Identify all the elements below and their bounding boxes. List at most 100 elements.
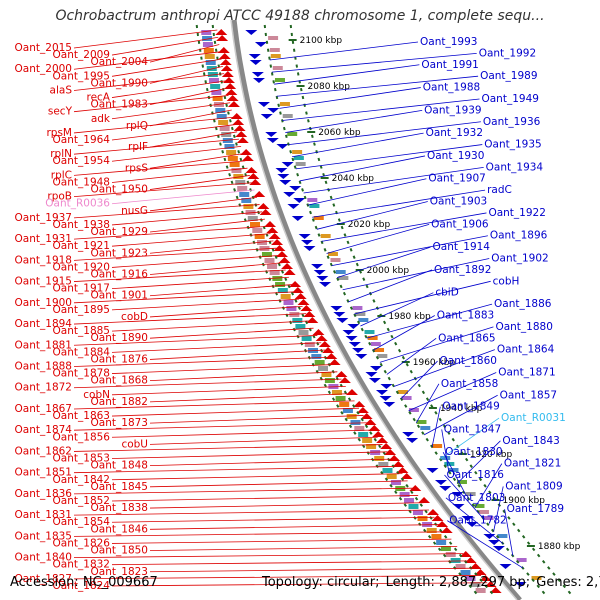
gene-label-right[interactable]: Oant_1849 xyxy=(442,401,499,413)
gene-label-left[interactable]: cobU xyxy=(121,438,148,450)
gene-label-left[interactable]: Oant_1862 xyxy=(15,445,72,457)
gene-label-right[interactable]: Oant_1816 xyxy=(447,469,505,481)
gene-label-right[interactable]: Oant_1922 xyxy=(488,207,545,219)
gene-label-left[interactable]: Oant_1836 xyxy=(15,488,73,500)
gene-label-left[interactable]: secY xyxy=(48,106,73,118)
gene-label-left[interactable]: Oant_1917 xyxy=(53,283,110,295)
gene-label-left[interactable]: Oant_1873 xyxy=(91,417,148,429)
gene-label-right[interactable]: Oant_R0031 xyxy=(501,412,566,424)
gene-label-right[interactable]: Oant_1936 xyxy=(483,116,541,128)
gene-label-left[interactable]: rplF xyxy=(128,141,148,153)
gene-label-left[interactable]: Oant_1846 xyxy=(91,523,149,535)
gene-label-left[interactable]: Oant_2009 xyxy=(53,49,110,61)
gene-label-left[interactable]: Oant_1845 xyxy=(91,481,148,493)
gene-label-left[interactable]: adk xyxy=(91,113,111,125)
gene-label-right[interactable]: Oant_1992 xyxy=(479,47,536,59)
gene-label-left[interactable]: Oant_1823 xyxy=(91,566,148,578)
gene-label-right[interactable]: Oant_1886 xyxy=(494,298,552,310)
gene-label-left[interactable]: Oant_1950 xyxy=(91,184,148,196)
gene-label-left[interactable]: cobD xyxy=(121,311,148,323)
gene-label-left[interactable]: Oant_1850 xyxy=(91,545,148,557)
gene-label-right[interactable]: Oant_1880 xyxy=(495,321,552,333)
gene-label-left[interactable]: Oant_1824 xyxy=(53,580,111,592)
gene-label-left[interactable]: Oant_1872 xyxy=(15,382,72,394)
gene-label-right[interactable]: Oant_1903 xyxy=(430,196,487,208)
gene-label-left[interactable]: rplN xyxy=(50,148,72,160)
gene-label-right[interactable]: cbiD xyxy=(435,287,458,299)
gene-label-left[interactable]: Oant_1884 xyxy=(53,346,111,358)
gene-label-right[interactable]: Oant_1821 xyxy=(504,458,561,470)
gene-label-left[interactable]: Oant_1831 xyxy=(15,509,72,521)
gene-label-left[interactable]: Oant_1888 xyxy=(15,361,72,373)
gene-label-left[interactable]: Oant_1856 xyxy=(53,431,111,443)
gene-label-left[interactable]: Oant_1995 xyxy=(53,70,110,82)
gene-label-right[interactable]: Oant_1803 xyxy=(448,492,505,504)
gene-label-right[interactable]: Oant_1989 xyxy=(480,70,537,82)
gene-label-left[interactable]: Oant_1948 xyxy=(53,176,110,188)
gene-label-left[interactable]: Oant_1890 xyxy=(91,332,148,344)
gene-label-left[interactable]: Oant_1921 xyxy=(53,240,110,252)
gene-label-left[interactable]: Oant_1964 xyxy=(53,134,111,146)
gene-label-left[interactable]: Oant_1851 xyxy=(15,467,72,479)
gene-label-left[interactable]: Oant_1894 xyxy=(15,318,73,330)
gene-label-right[interactable]: Oant_1935 xyxy=(484,139,541,151)
gene-label-left[interactable]: Oant_2000 xyxy=(15,63,72,75)
gene-label-right[interactable]: Oant_1857 xyxy=(500,389,557,401)
gene-label-left[interactable]: rpsM xyxy=(46,127,72,139)
gene-label-right[interactable]: Oant_1871 xyxy=(498,366,555,378)
gene-label-left[interactable]: Oant_1868 xyxy=(91,375,148,387)
gene-label-left[interactable]: Oant_1838 xyxy=(91,502,148,514)
gene-label-right[interactable]: Oant_1782 xyxy=(449,515,506,527)
gene-label-right[interactable]: Oant_1864 xyxy=(497,344,555,356)
gene-label-left[interactable]: Oant_1826 xyxy=(53,537,111,549)
gene-label-left[interactable]: Oant_1915 xyxy=(15,276,72,288)
gene-label-left[interactable]: cobN xyxy=(83,389,110,401)
gene-label-right[interactable]: Oant_1991 xyxy=(421,59,478,71)
gene-label-left[interactable]: Oant_2015 xyxy=(15,42,72,54)
gene-label-left[interactable]: rpsS xyxy=(125,162,148,174)
gene-label-right[interactable]: Oant_1865 xyxy=(438,332,495,344)
gene-label-left[interactable]: Oant_1854 xyxy=(53,516,111,528)
gene-label-left[interactable]: Oant_1863 xyxy=(53,410,110,422)
gene-label-left[interactable]: nusG xyxy=(121,205,148,217)
gene-label-right[interactable]: Oant_1896 xyxy=(490,230,548,242)
gene-label-left[interactable]: Oant_1835 xyxy=(15,530,72,542)
gene-label-right[interactable]: Oant_1949 xyxy=(481,93,538,105)
gene-label-left[interactable]: Oant_1852 xyxy=(53,495,110,507)
gene-label-left[interactable]: Oant_1990 xyxy=(91,77,148,89)
gene-label-left[interactable]: Oant_1931 xyxy=(15,233,72,245)
gene-label-left[interactable]: Oant_1874 xyxy=(15,424,73,436)
gene-label-left[interactable]: Oant_1842 xyxy=(53,474,110,486)
gene-label-left[interactable]: Oant_1918 xyxy=(15,254,72,266)
gene-label-left[interactable]: Oant_1876 xyxy=(91,353,149,365)
gene-label-left[interactable]: rpoB xyxy=(47,191,72,203)
gene-label-right[interactable]: Oant_1932 xyxy=(426,127,483,139)
gene-label-right[interactable]: Oant_1934 xyxy=(486,161,544,173)
gene-label-left[interactable]: Oant_1878 xyxy=(53,368,110,380)
gene-label-left[interactable]: Oant_1853 xyxy=(53,453,110,465)
gene-label-left[interactable]: Oant_1938 xyxy=(53,219,110,231)
gene-label-left[interactable]: Oant_1895 xyxy=(53,304,110,316)
gene-label-right[interactable]: Oant_1988 xyxy=(423,82,480,94)
gene-label-left[interactable]: Oant_1920 xyxy=(53,261,110,273)
gene-label-left[interactable]: Oant_1923 xyxy=(91,247,148,259)
gene-label-left[interactable]: Oant_1954 xyxy=(53,155,111,167)
gene-label-right[interactable]: Oant_1906 xyxy=(431,218,489,230)
gene-label-left[interactable]: Oant_R0036 xyxy=(45,198,110,210)
gene-label-left[interactable]: Oant_1885 xyxy=(53,325,110,337)
gene-label-right[interactable]: Oant_1847 xyxy=(444,423,501,435)
gene-label-left[interactable]: Oant_1840 xyxy=(15,552,72,564)
gene-label-left[interactable]: Oant_1867 xyxy=(15,403,72,415)
gene-label-right[interactable]: Oant_1914 xyxy=(433,241,491,253)
gene-label-left[interactable]: Oant_1881 xyxy=(15,339,72,351)
gene-label-left[interactable]: Oant_1827 xyxy=(15,573,72,585)
gene-label-left[interactable]: Oant_1983 xyxy=(91,99,148,111)
gene-label-right[interactable]: Oant_1907 xyxy=(428,173,485,185)
gene-label-left[interactable]: rplQ xyxy=(126,120,148,132)
gene-label-right[interactable]: Oant_1892 xyxy=(434,264,491,276)
gene-label-right[interactable]: Oant_1858 xyxy=(441,378,498,390)
gene-label-left[interactable]: Oant_1900 xyxy=(15,297,72,309)
gene-label-right[interactable]: Oant_1930 xyxy=(427,150,484,162)
gene-label-left[interactable]: Oant_1832 xyxy=(53,559,110,571)
gene-label-right[interactable]: Oant_1830 xyxy=(445,446,502,458)
